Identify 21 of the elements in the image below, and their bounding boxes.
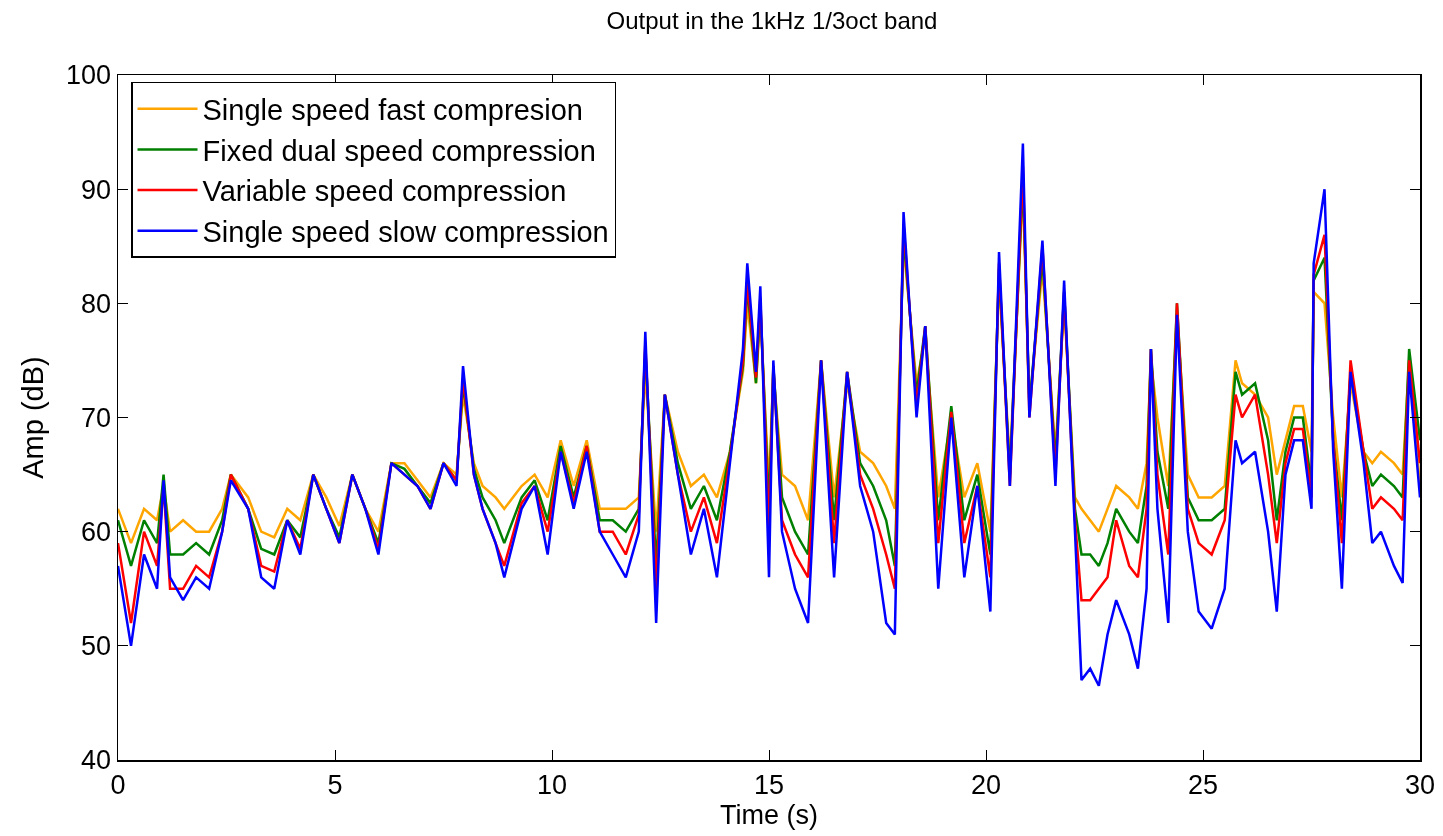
y-tick-label: 60 [81,517,112,548]
x-tick-label: 30 [1404,769,1436,800]
y-tick-label: 40 [81,745,112,776]
x-tick-label: 20 [970,769,1002,800]
y-tick-label: 70 [81,402,112,433]
y-tick-label: 90 [81,174,112,205]
x-tick-label: 5 [327,769,343,800]
x-axis-title: Time (s) [720,799,818,830]
y-axis-title: Amp (dB) [16,356,49,479]
y-tick-label: 80 [81,288,112,319]
y-tick-label: 100 [66,60,112,91]
x-tick-label: 10 [536,769,568,800]
y-tick-label: 50 [81,631,112,662]
legend-label: Fixed dual speed compression [202,134,596,167]
x-tick-label: 0 [110,769,126,800]
x-tick-label: 15 [753,769,785,800]
legend-label: Single speed slow compression [202,216,609,249]
legend-label: Variable speed compression [202,175,567,208]
chart-title: Output in the 1kHz 1/3oct band [606,7,938,35]
x-tick-label: 25 [1187,769,1219,800]
legend-label: Single speed fast compresion [202,94,583,127]
